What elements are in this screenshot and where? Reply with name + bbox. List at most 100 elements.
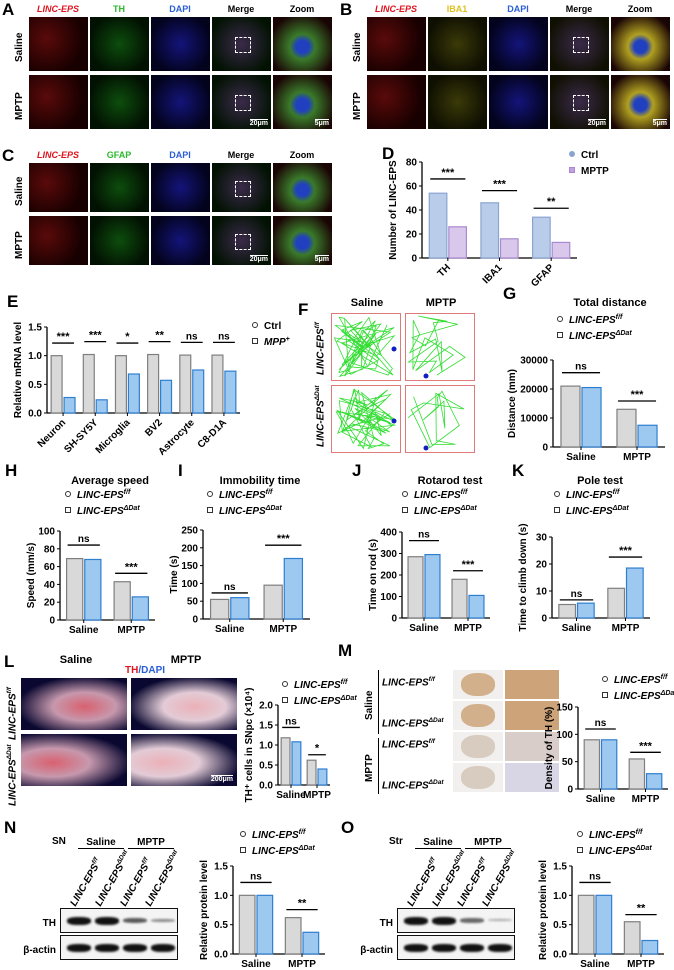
bar-control <box>179 354 192 414</box>
y-tick-label: 150 <box>181 561 198 572</box>
significance-label: *** <box>441 167 455 179</box>
blot-th <box>60 908 178 933</box>
y-axis-label: Relative protein level <box>199 860 210 960</box>
y-tick-label: 10 <box>536 587 548 598</box>
y-tick-label: 1.0 <box>553 891 567 902</box>
panel-letter-N: N <box>4 818 17 837</box>
chart-title: Rotarod test <box>418 475 483 487</box>
bar-treatment <box>159 379 173 414</box>
zoom-region-box <box>234 180 251 197</box>
x-tick-label: MPTP <box>303 790 331 801</box>
brain-slice <box>461 735 495 758</box>
bar-control <box>428 192 448 259</box>
bar-control <box>209 598 230 620</box>
legend-marker-square <box>602 692 608 698</box>
y-tick-label: 0.0 <box>259 781 273 792</box>
bar-treatment <box>625 567 644 619</box>
legend-label: LINC-EPSf/f <box>219 489 273 501</box>
micrograph <box>150 74 211 130</box>
protein-band <box>67 917 91 925</box>
bar-control <box>147 353 160 414</box>
y-tick-label: 50 <box>187 597 199 608</box>
significance-label: *** <box>639 740 653 752</box>
micrograph <box>366 16 427 72</box>
micrograph <box>211 16 272 72</box>
y-tick-label: 50 <box>562 757 574 768</box>
y-tick-label: 0.5 <box>259 761 273 772</box>
bar-control <box>531 216 551 259</box>
panel-letter-M: M <box>338 641 353 660</box>
y-tick-label: 150 <box>556 703 573 714</box>
y-tick-label: 0 <box>192 615 198 626</box>
x-tick-label: MPTP <box>454 623 482 634</box>
group-bracket <box>378 738 379 794</box>
significance-label: ns <box>78 534 90 545</box>
bar-control <box>284 917 302 955</box>
significance-label: ns <box>571 589 583 600</box>
bar-treatment <box>499 238 519 259</box>
micrograph <box>20 677 128 731</box>
open-field-arena <box>405 313 475 381</box>
x-tick-label: Saline <box>276 790 306 801</box>
zoom-region-box <box>234 95 251 111</box>
bar-control <box>607 587 626 619</box>
region-label: SN <box>52 836 66 847</box>
scale-bar: 20μm <box>587 119 606 127</box>
y-tick-label: 0 <box>411 254 417 265</box>
micrograph <box>150 162 211 213</box>
legend-label: LINC-EPSf/f <box>252 829 306 841</box>
legend-label: LINC-EPSΔDat <box>589 845 652 857</box>
bar-treatment <box>224 370 237 414</box>
legend-label: LINC-EPSΔDat <box>569 330 632 342</box>
legend-label: MPTP <box>581 166 609 177</box>
blot-th <box>397 908 515 933</box>
x-tick-label: TH <box>436 262 453 279</box>
panel-letter-A: A <box>2 0 15 19</box>
micrograph: 5μm <box>272 215 333 266</box>
legend-marker-square <box>557 332 563 338</box>
x-tick-label: MPTP <box>627 959 655 970</box>
y-tick-label: 40 <box>44 580 56 591</box>
panel-letter-G: G <box>503 284 516 303</box>
row-label: LINC-EPSf/f <box>382 738 435 751</box>
blot-actin <box>397 935 515 960</box>
bar-treatment <box>645 773 663 790</box>
legend-label: LINC-EPSf/f <box>414 489 468 501</box>
y-tick-label: 0.5 <box>553 920 567 931</box>
bar-treatment <box>283 557 304 620</box>
bar-control <box>238 894 256 955</box>
micrograph <box>89 74 150 130</box>
legend-marker-square <box>207 507 213 513</box>
scale-bar: 5μm <box>314 255 329 263</box>
x-tick-label: MPTP <box>269 624 297 635</box>
channel-header: GFAP <box>106 150 132 160</box>
legend-label: LINC-EPSΔDat <box>77 505 140 517</box>
scale-bar: 5μm <box>314 119 329 127</box>
bar-treatment <box>595 894 613 955</box>
bar-treatment <box>317 768 328 786</box>
y-tick-label: 0.5 <box>214 920 228 931</box>
y-tick-label: 1.5 <box>214 862 228 873</box>
protein-band <box>432 944 456 952</box>
trajectory-plot <box>333 316 397 378</box>
bar-treatment <box>448 226 468 259</box>
y-tick-label: 20000 <box>520 385 548 396</box>
significance-label: *** <box>619 545 633 557</box>
panel-letter-L: L <box>4 652 15 671</box>
micrograph <box>427 16 488 72</box>
open-field-arena <box>405 385 475 453</box>
y-tick-label: 2.0 <box>259 701 273 712</box>
channel-header: Zoom <box>627 4 653 14</box>
significance-label: ns <box>418 530 430 541</box>
zoom-region-box <box>234 233 251 250</box>
protein-band <box>151 944 175 952</box>
region-label: Str <box>389 836 403 847</box>
chart-title: Immobility time <box>220 475 301 487</box>
significance-label: ns <box>575 362 587 373</box>
y-tick-label: 60 <box>44 562 56 573</box>
y-axis-label: Time on rod (s) <box>368 539 379 611</box>
legend-marker-square <box>282 697 288 703</box>
protein-band <box>95 917 119 925</box>
significance-label: *** <box>277 533 291 545</box>
trajectory-path <box>407 390 465 449</box>
